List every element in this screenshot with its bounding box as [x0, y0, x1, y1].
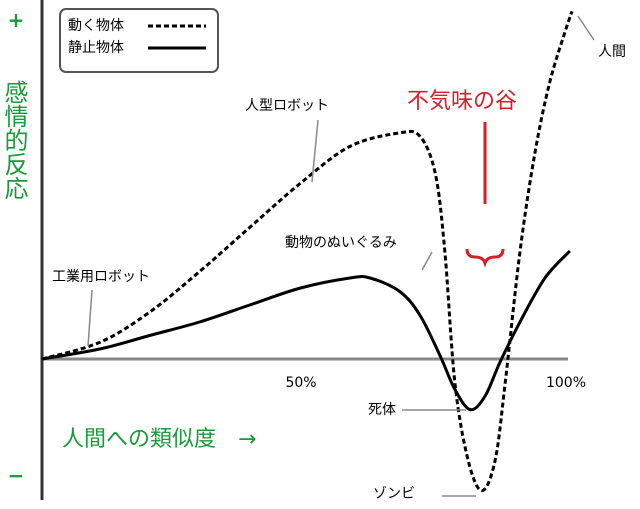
annotation-leader [421, 251, 433, 271]
x-tick-label: 50% [285, 375, 316, 391]
legend-box [59, 8, 219, 73]
x-axis-label: 人間への類似度 → [62, 427, 256, 452]
annotation: 人型ロボット [245, 98, 329, 114]
line-series [41, 249, 571, 412]
legend-label: 静止物体 [68, 40, 124, 56]
annotation: 人間 [598, 44, 626, 60]
valley-brace [465, 248, 505, 268]
line-series [41, 10, 574, 493]
y-tick-label: − [8, 464, 25, 488]
legend-label: 動く物体 [68, 18, 124, 34]
annotation: 工業用ロボット [52, 269, 150, 285]
annotation: ゾンビ [373, 486, 415, 502]
annotation-leader [577, 15, 595, 41]
y-tick-label: + [8, 8, 25, 32]
annotation: 死体 [368, 402, 396, 418]
y-axis-label: 感情的反応 [0, 80, 28, 200]
annotation-leader [87, 289, 93, 347]
annotation: 動物のぬいぐるみ [285, 235, 397, 251]
annotation: 不気味の谷 [407, 89, 517, 114]
annotation-leader [311, 119, 319, 183]
x-tick-label: 100% [546, 375, 586, 391]
